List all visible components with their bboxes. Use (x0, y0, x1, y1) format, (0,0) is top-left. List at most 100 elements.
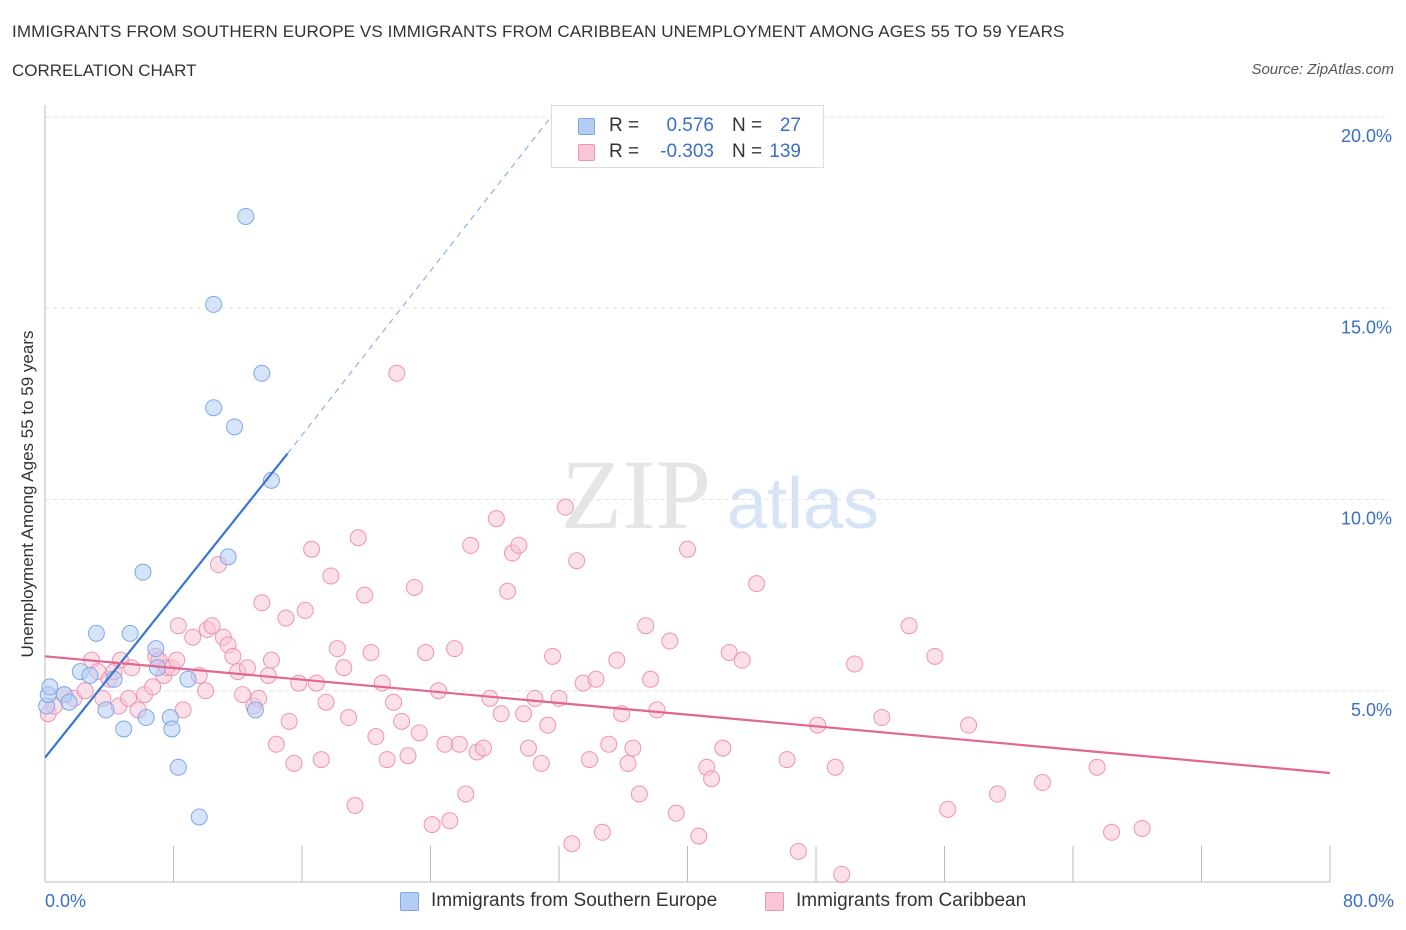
stats-r-label: R = (609, 115, 640, 136)
legend-label: Immigrants from Caribbean (796, 890, 1027, 911)
data-point-caribbean (328, 640, 346, 658)
stats-n-label: N = (732, 115, 763, 136)
data-point-caribbean (720, 644, 738, 661)
data-point-caribbean (600, 735, 618, 753)
data-point-caribbean (262, 651, 280, 669)
data-point-southern-europe (219, 548, 237, 566)
data-point-caribbean (789, 842, 807, 860)
data-point-caribbean (826, 758, 844, 776)
data-point-caribbean (563, 835, 581, 853)
data-point-caribbean (515, 705, 533, 723)
data-point-caribbean (436, 735, 454, 753)
legend-swatch-caribbean (765, 892, 784, 911)
chart-title: IMMIGRANTS FROM SOUTHERN EUROPE VS IMMIG… (12, 22, 1065, 41)
data-point-caribbean (661, 632, 679, 650)
stats-swatch-southern-europe (578, 118, 595, 135)
data-point-caribbean (234, 686, 252, 704)
data-point-caribbean (630, 785, 648, 803)
data-point-caribbean (733, 651, 751, 669)
data-point-southern-europe (134, 563, 152, 581)
data-point-caribbean (410, 724, 428, 742)
data-point-caribbean (900, 617, 918, 635)
data-point-caribbean (581, 751, 599, 769)
data-point-caribbean (446, 640, 464, 658)
data-point-caribbean (939, 800, 957, 818)
chart-subtitle: CORRELATION CHART (12, 61, 197, 80)
data-point-caribbean (519, 739, 537, 757)
data-point-caribbean (378, 751, 396, 769)
data-point-southern-europe (60, 693, 78, 711)
data-point-caribbean (197, 682, 215, 700)
data-point-caribbean (169, 617, 187, 635)
data-point-caribbean (593, 823, 611, 841)
data-point-southern-europe (237, 207, 255, 225)
data-point-caribbean (462, 536, 480, 554)
data-point-caribbean (457, 785, 475, 803)
data-point-caribbean (317, 693, 335, 711)
data-points (38, 207, 1151, 883)
stats-box: R = 0.576 N = 27 R = -0.303 N = 139 (551, 105, 824, 168)
data-point-caribbean (492, 705, 510, 723)
data-point-caribbean (714, 739, 732, 757)
data-point-caribbean (539, 716, 557, 734)
data-point-southern-europe (246, 701, 264, 719)
data-point-caribbean (1133, 819, 1151, 837)
data-point-southern-europe (226, 418, 244, 436)
data-point-caribbean (399, 747, 417, 765)
data-point-caribbean (873, 709, 891, 727)
data-point-caribbean (499, 582, 517, 600)
data-point-caribbean (510, 536, 528, 554)
data-point-caribbean (280, 712, 298, 730)
data-point-caribbean (637, 617, 655, 635)
y-tick-label: 10.0% (1341, 509, 1392, 529)
data-point-caribbean (642, 670, 660, 688)
data-point-caribbean (526, 689, 544, 707)
stats-row-southern-europe: R = 0.576 N = 27 (552, 114, 823, 140)
data-point-caribbean (619, 754, 637, 772)
data-point-southern-europe (97, 701, 115, 719)
data-point-caribbean (833, 865, 851, 883)
axes (44, 105, 1331, 883)
data-point-caribbean (76, 682, 94, 700)
data-point-caribbean (475, 739, 493, 757)
stats-n-value: 139 (769, 141, 801, 162)
data-point-caribbean (307, 674, 325, 692)
data-point-caribbean (778, 751, 796, 769)
data-point-caribbean (423, 816, 441, 834)
data-point-caribbean (405, 578, 423, 596)
trend-line-caribbean (44, 655, 1331, 775)
data-point-southern-europe (81, 666, 99, 684)
data-point-caribbean (624, 739, 642, 757)
data-point-caribbean (556, 498, 574, 516)
data-point-caribbean (224, 647, 242, 665)
data-point-caribbean (349, 529, 367, 547)
trend-line-southern-europe-extension (287, 116, 552, 454)
data-point-southern-europe (205, 399, 223, 417)
data-point-caribbean (267, 735, 285, 753)
legend-swatch-southern-europe (400, 892, 419, 911)
source-label: Source: ZipAtlas.com (1251, 61, 1394, 78)
data-point-caribbean (441, 812, 459, 830)
data-point-caribbean (388, 364, 406, 382)
data-point-caribbean (340, 709, 358, 727)
data-point-caribbean (748, 575, 766, 593)
watermark-atlas: atlas (727, 464, 879, 544)
stats-r-value: -0.303 (660, 141, 714, 162)
data-point-southern-europe (179, 670, 197, 688)
data-point-caribbean (168, 651, 186, 669)
data-point-caribbean (960, 716, 978, 734)
data-point-caribbean (393, 712, 411, 730)
legend-label: Immigrants from Southern Europe (431, 890, 718, 911)
data-point-southern-europe (137, 709, 155, 727)
data-point-caribbean (123, 659, 141, 677)
x-tick-label: 0.0% (45, 891, 86, 911)
data-point-southern-europe (121, 624, 139, 642)
data-point-southern-europe (205, 295, 223, 313)
data-point-caribbean (144, 678, 162, 696)
data-point-caribbean (174, 701, 192, 719)
watermark-zip: ZIP (561, 439, 711, 550)
data-point-southern-europe (190, 808, 208, 826)
y-tick-label: 5.0% (1351, 700, 1392, 720)
data-point-southern-europe (87, 624, 105, 642)
